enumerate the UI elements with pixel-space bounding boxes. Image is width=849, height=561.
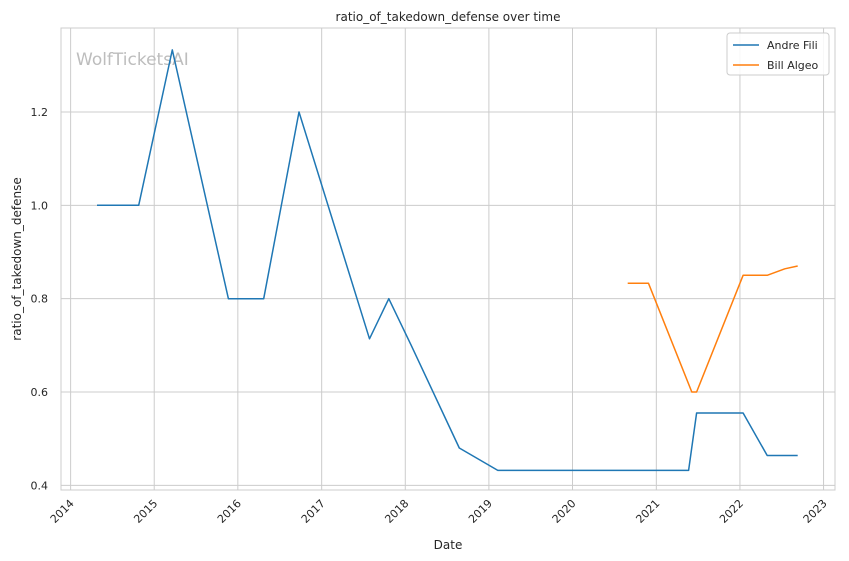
y-tick-label: 0.4 — [31, 479, 49, 492]
plot-frame — [60, 27, 836, 491]
y-tick-label: 1.0 — [31, 199, 49, 212]
series-line-bill-algeo — [627, 265, 798, 393]
chart-title: ratio_of_takedown_defense over time — [336, 10, 561, 24]
legend-label: Andre Fili — [767, 39, 818, 52]
legend: Andre Fili Bill Algeo — [726, 32, 830, 76]
series-lines — [97, 49, 798, 472]
series-line-andre-fili — [97, 49, 798, 472]
grid — [61, 28, 835, 490]
legend-label: Bill Algeo — [767, 59, 819, 72]
y-tick-label: 0.6 — [31, 386, 49, 399]
y-axis-title: ratio_of_takedown_defense — [10, 177, 24, 340]
axis-ticks: 2014 2015 2016 2017 2018 2019 2020 2021 2022 2023… — [31, 106, 830, 526]
x-axis-title: Date — [434, 538, 463, 552]
y-tick-label: 1.2 — [31, 106, 49, 119]
y-tick-label: 0.8 — [31, 293, 49, 306]
watermark-text: WolfTicketsAI — [76, 50, 189, 70]
